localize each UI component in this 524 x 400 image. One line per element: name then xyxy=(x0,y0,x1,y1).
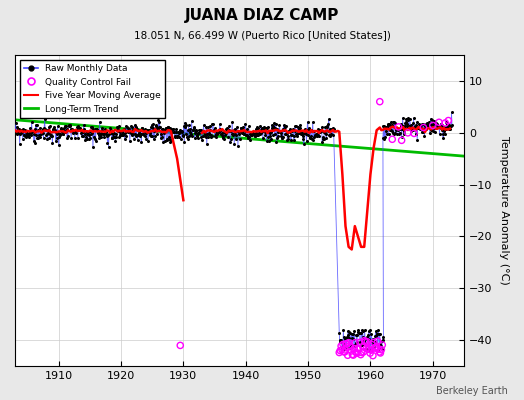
Point xyxy=(364,346,373,352)
Point xyxy=(366,350,374,356)
Point xyxy=(378,342,387,348)
Point xyxy=(353,350,361,356)
Point xyxy=(376,98,384,105)
Point xyxy=(419,124,428,131)
Point xyxy=(339,341,347,348)
Legend: Raw Monthly Data, Quality Control Fail, Five Year Moving Average, Long-Term Tren: Raw Monthly Data, Quality Control Fail, … xyxy=(19,60,165,118)
Point xyxy=(374,338,382,344)
Point xyxy=(362,345,370,352)
Point xyxy=(375,349,384,355)
Point xyxy=(410,130,418,137)
Point xyxy=(352,349,361,356)
Point xyxy=(337,343,345,349)
Point xyxy=(335,349,343,356)
Point xyxy=(397,137,406,144)
Point xyxy=(368,342,376,348)
Point xyxy=(344,352,352,358)
Point xyxy=(441,120,450,126)
Point xyxy=(374,346,383,352)
Point xyxy=(354,345,362,352)
Point xyxy=(351,340,359,346)
Point xyxy=(347,348,356,354)
Point xyxy=(176,342,184,348)
Point xyxy=(372,345,380,351)
Point xyxy=(336,348,344,354)
Point xyxy=(346,344,355,350)
Point xyxy=(359,349,368,355)
Point xyxy=(345,342,354,349)
Text: 18.051 N, 66.499 W (Puerto Rico [United States]): 18.051 N, 66.499 W (Puerto Rico [United … xyxy=(134,30,390,40)
Point xyxy=(361,338,369,345)
Point xyxy=(344,340,353,346)
Point xyxy=(348,351,356,358)
Point xyxy=(358,343,367,350)
Point xyxy=(373,343,381,350)
Point xyxy=(342,341,350,347)
Point xyxy=(388,136,397,142)
Point xyxy=(377,346,386,353)
Point xyxy=(340,349,348,355)
Point xyxy=(429,122,437,129)
Point xyxy=(356,339,364,346)
Text: JUANA DIAZ CAMP: JUANA DIAZ CAMP xyxy=(185,8,339,23)
Point xyxy=(444,117,453,124)
Point xyxy=(356,352,365,358)
Point xyxy=(370,344,379,351)
Point xyxy=(343,340,351,347)
Point xyxy=(363,339,372,345)
Point xyxy=(350,345,358,352)
Point xyxy=(376,350,385,356)
Point xyxy=(435,119,443,126)
Point xyxy=(349,352,357,358)
Point xyxy=(357,349,366,356)
Point xyxy=(365,346,374,352)
Text: Berkeley Earth: Berkeley Earth xyxy=(436,386,508,396)
Point xyxy=(403,130,412,136)
Y-axis label: Temperature Anomaly (°C): Temperature Anomaly (°C) xyxy=(499,136,509,285)
Point xyxy=(394,124,402,130)
Point xyxy=(369,339,378,346)
Point xyxy=(361,337,369,344)
Point xyxy=(355,346,363,352)
Point xyxy=(367,347,375,353)
Point xyxy=(338,347,346,353)
Point xyxy=(341,349,349,355)
Point xyxy=(369,352,377,359)
